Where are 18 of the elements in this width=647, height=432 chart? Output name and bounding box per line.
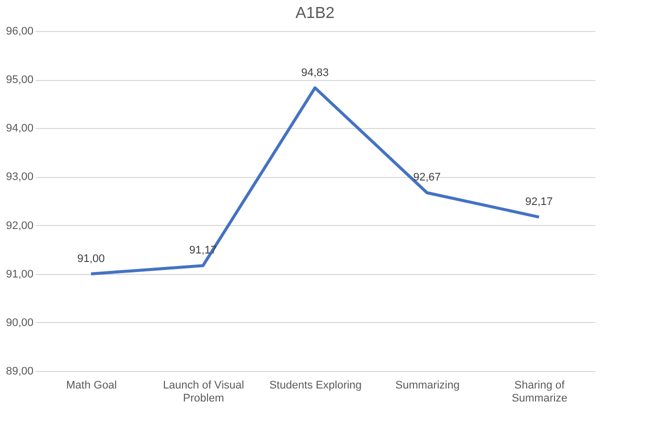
x-tick-label: Sharing of Summarize <box>512 380 568 404</box>
data-label: 92,17 <box>525 196 553 208</box>
y-tick-label: 96,00 <box>6 26 34 38</box>
x-tick-label: Summarizing <box>395 380 460 392</box>
y-tick-label: 95,00 <box>6 74 34 86</box>
y-tick-label: 92,00 <box>6 220 34 232</box>
data-label: 91,00 <box>77 252 105 265</box>
data-label: 94,83 <box>301 66 329 79</box>
data-label: 92,67 <box>413 172 441 184</box>
y-tick-label: 89,00 <box>6 366 34 378</box>
y-tick-label: 93,00 <box>6 171 34 184</box>
x-tick-label: Launch of Visual Problem <box>162 380 244 404</box>
y-tick-label: 94,00 <box>6 122 34 135</box>
x-tick-label: Math Goal <box>66 380 117 392</box>
x-tick-label: Students Exploring <box>269 380 362 392</box>
y-tick-label: 90,00 <box>6 316 34 329</box>
y-tick-label: 91,00 <box>6 268 34 280</box>
chart-title: A1B2 <box>295 5 335 22</box>
